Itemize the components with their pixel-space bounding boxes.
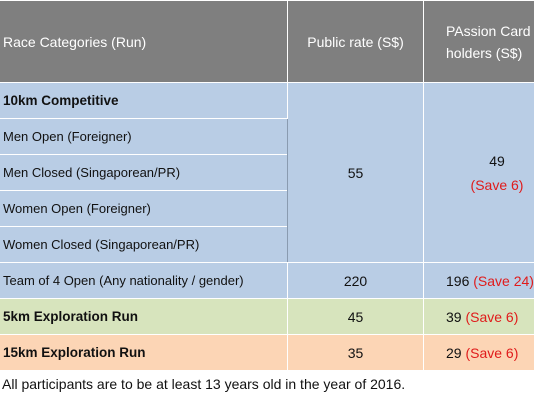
header-race-categories: Race Categories (Run) — [0, 0, 288, 83]
header-passion-line1: PAssion Card — [446, 22, 531, 39]
5km-passion-rate: 39 (Save 6) — [423, 298, 534, 335]
category-5km-exploration: 5km Exploration Run — [0, 298, 288, 335]
table-row: Men Open (Foreigner) — [0, 118, 534, 155]
table-row-5km: 5km Exploration Run 45 39 (Save 6) — [0, 298, 534, 335]
race-pricing-table: Race Categories (Run) Public rate (S$) P… — [0, 0, 534, 371]
category-15km-exploration: 15km Exploration Run — [0, 334, 288, 371]
category-women-closed: Women Closed (Singaporean/PR) — [0, 226, 288, 263]
table-row-competitive-title: 10km Competitive 55 49 (Save 6) — [0, 82, 534, 263]
competitive-passion-save: (Save 6) — [470, 176, 524, 193]
header-passion-line2: holders (S$) — [446, 44, 523, 61]
category-women-open: Women Open (Foreigner) — [0, 190, 288, 227]
category-team-of-4: Team of 4 Open (Any nationality / gender… — [0, 262, 288, 299]
5km-passion-save: (Save 6) — [465, 308, 519, 325]
competitive-public-rate: 55 — [287, 82, 424, 263]
header-passion-card: PAssion Card holders (S$) — [423, 0, 534, 83]
category-men-closed: Men Closed (Singaporean/PR) — [0, 154, 288, 191]
competitive-passion-rate: 49 (Save 6) — [423, 82, 534, 263]
table-row: Women Closed (Singaporean/PR) — [0, 226, 534, 263]
5km-public-rate: 45 — [287, 298, 424, 335]
header-public-rate: Public rate (S$) — [287, 0, 424, 83]
team-public-rate: 220 — [287, 262, 424, 299]
table-row: Women Open (Foreigner) — [0, 190, 534, 227]
15km-passion-rate: 29 (Save 6) — [423, 334, 534, 371]
team-passion-rate: 196 (Save 24) — [423, 262, 534, 299]
category-men-open: Men Open (Foreigner) — [0, 118, 288, 155]
table-row-team: Team of 4 Open (Any nationality / gender… — [0, 262, 534, 299]
table-header-row: Race Categories (Run) Public rate (S$) P… — [0, 0, 534, 83]
team-passion-price: 196 — [446, 272, 470, 289]
table-row-15km: 15km Exploration Run 35 29 (Save 6) — [0, 334, 534, 371]
age-requirement-note: All participants are to be at least 13 y… — [2, 376, 406, 392]
15km-passion-save: (Save 6) — [465, 344, 519, 361]
category-10km-competitive: 10km Competitive — [0, 82, 288, 119]
15km-passion-price: 29 — [446, 344, 462, 361]
competitive-passion-price: 49 — [489, 152, 505, 169]
5km-passion-price: 39 — [446, 308, 462, 325]
team-passion-save: (Save 24) — [473, 272, 534, 289]
15km-public-rate: 35 — [287, 334, 424, 371]
